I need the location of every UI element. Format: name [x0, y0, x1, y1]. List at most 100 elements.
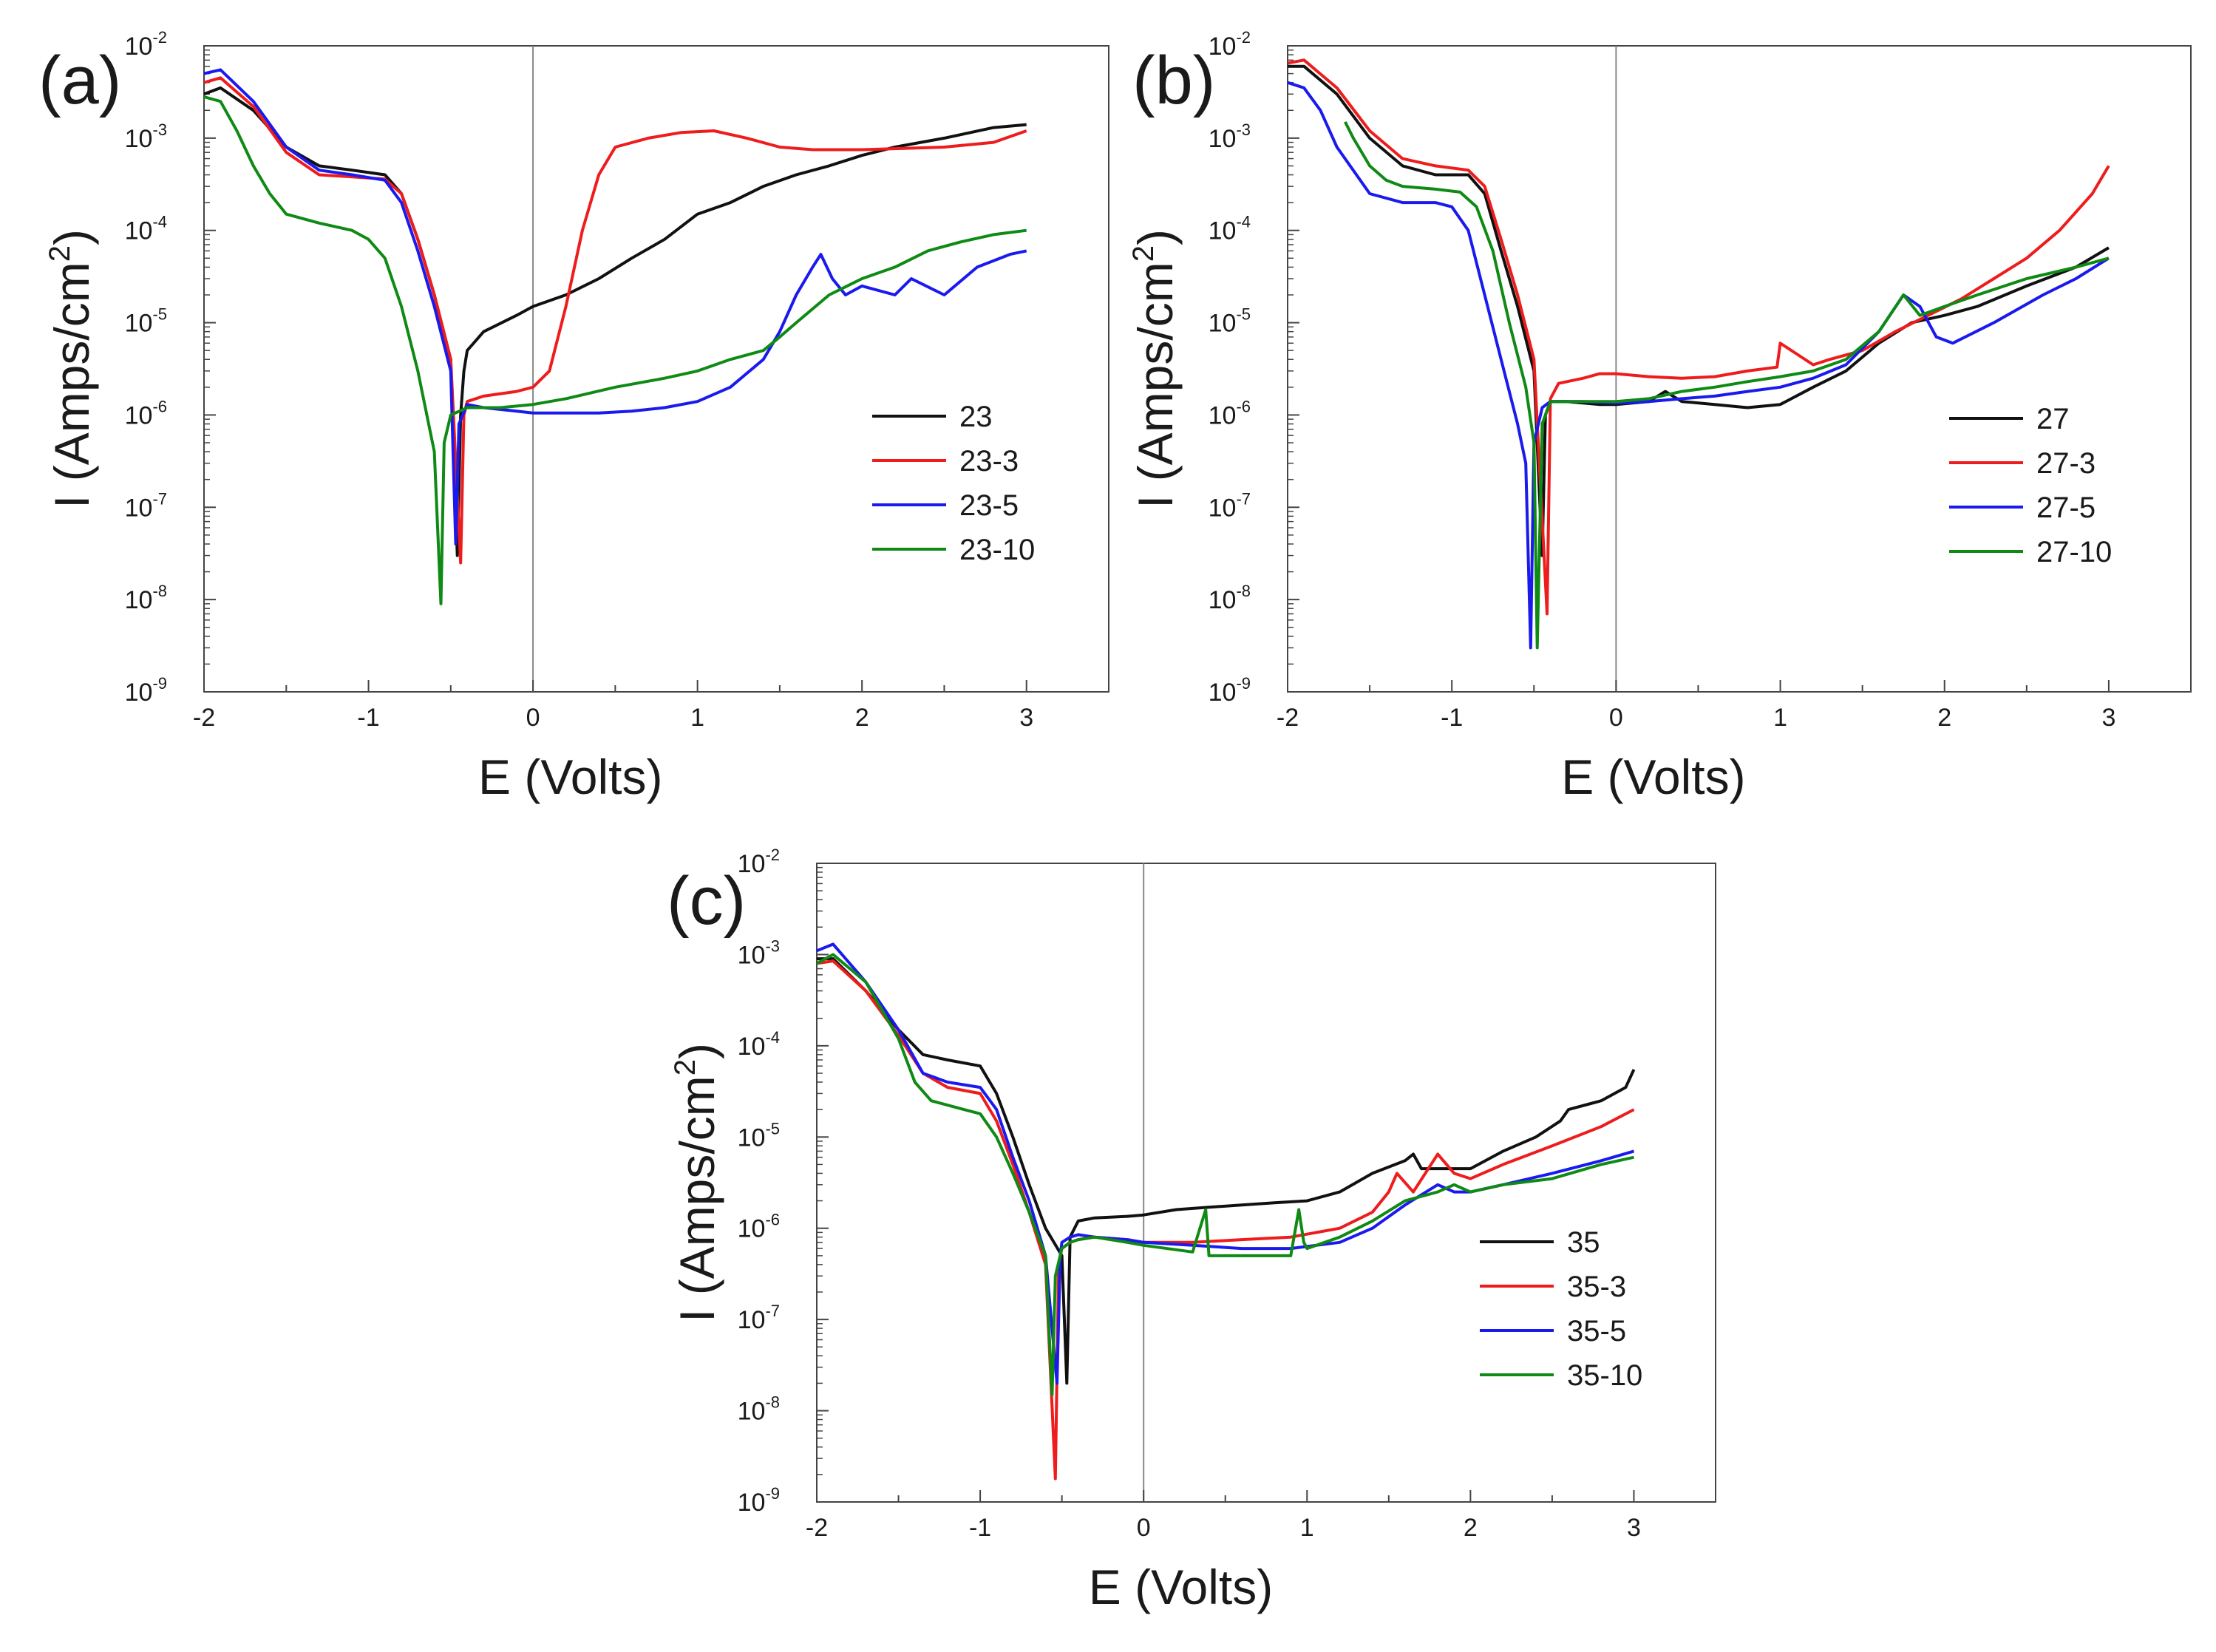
y-tick-base: 10	[738, 1398, 766, 1426]
y-axis-label: I (Amps/cm2)	[669, 1043, 724, 1322]
y-tick-exponent: -3	[1236, 120, 1251, 139]
y-tick-label: 10-2	[738, 846, 780, 878]
y-tick-exponent: -7	[1236, 489, 1251, 508]
y-tick-label: 10-8	[738, 1393, 780, 1426]
y-tick-base: 10	[738, 1306, 766, 1334]
y-tick-base: 10	[1209, 679, 1237, 707]
y-tick-base: 10	[738, 1489, 766, 1517]
y-tick-label: 10-3	[125, 120, 167, 153]
series-line-35-5	[816, 942, 1635, 1385]
y-tick-base: 10	[125, 217, 153, 245]
y-tick-label: 10-4	[738, 1028, 780, 1061]
y-tick-base: 10	[738, 941, 766, 969]
y-tick-label: 10-9	[125, 674, 167, 707]
y-tick-exponent: -2	[1236, 28, 1251, 47]
y-tick-base: 10	[1209, 494, 1237, 522]
y-tick-label: 10-5	[125, 305, 167, 338]
y-tick-label: 10-5	[1209, 305, 1251, 338]
series-line-35-10	[816, 953, 1634, 1396]
y-tick-exponent: -9	[1236, 674, 1251, 693]
y-tick-label: 10-4	[1209, 213, 1251, 245]
x-tick-label: 1	[1300, 1514, 1314, 1542]
y-tick-exponent: -3	[152, 120, 167, 139]
y-tick-base: 10	[1209, 586, 1237, 614]
y-tick-base: 10	[738, 850, 766, 878]
y-tick-exponent: -5	[152, 305, 167, 324]
y-axis-label-base: I (Amps/cm	[670, 1075, 724, 1322]
legend-label: 27-3	[2036, 447, 2096, 480]
x-tick-label: -1	[357, 704, 379, 732]
y-axis-label: I (Amps/cm2)	[44, 229, 99, 509]
x-axis-label: E (Volts)	[478, 749, 662, 804]
y-tick-exponent: -6	[1236, 397, 1251, 415]
y-tick-exponent: -4	[152, 213, 167, 231]
x-tick-label: -2	[193, 704, 215, 732]
y-tick-exponent: -5	[765, 1119, 780, 1138]
y-tick-exponent: -2	[765, 846, 780, 864]
y-tick-base: 10	[125, 33, 153, 61]
y-tick-exponent: -6	[152, 397, 167, 415]
plot-frame	[816, 863, 1716, 1503]
series-line-23-5	[203, 68, 1027, 545]
x-tick-label: 1	[1773, 704, 1787, 732]
y-axis-label-end: )	[670, 1043, 724, 1059]
y-tick-base: 10	[738, 1124, 766, 1152]
panel-a: -2 -1 0 1 2 310-910-810-710-610-510-410-310-2…	[38, 28, 1109, 804]
y-tick-exponent: -2	[152, 28, 167, 47]
y-tick-base: 10	[125, 679, 153, 707]
x-tick-label: 2	[1464, 1514, 1478, 1542]
y-tick-label: 10-3	[738, 937, 780, 969]
panel-label: (c)	[667, 863, 746, 939]
y-tick-exponent: -5	[1236, 305, 1251, 324]
series-line-35	[817, 957, 1636, 1385]
legend-label: 35	[1567, 1226, 1600, 1259]
series-line-27-10	[1344, 120, 2110, 650]
panel-c: -2 -1 0 1 2 310-910-810-710-610-510-410-310-2…	[667, 846, 1716, 1614]
legend-label: 35-3	[1567, 1271, 1626, 1303]
y-tick-base: 10	[738, 1033, 766, 1061]
y-tick-label: 10-3	[1209, 120, 1251, 153]
y-axis-label-exponent: 2	[44, 245, 76, 262]
y-tick-label: 10-9	[738, 1484, 780, 1517]
x-tick-label: 0	[1609, 704, 1623, 732]
y-tick-exponent: -7	[152, 489, 167, 508]
legend-label: 27-5	[2036, 492, 2096, 524]
y-tick-base: 10	[125, 586, 153, 614]
y-tick-label: 10-7	[1209, 489, 1251, 522]
plot-frame	[203, 45, 1109, 693]
panel-label: (b)	[1132, 43, 1215, 118]
y-axis-label: I (Amps/cm2)	[1127, 229, 1183, 509]
y-tick-base: 10	[1209, 33, 1237, 61]
y-tick-exponent: -8	[1236, 582, 1251, 600]
y-tick-base: 10	[125, 125, 153, 153]
x-tick-label: 0	[526, 704, 540, 732]
x-tick-label: 3	[1019, 704, 1033, 732]
legend-label: 35-10	[1567, 1359, 1642, 1392]
series-line-23-10	[203, 95, 1027, 605]
y-tick-exponent: -7	[765, 1302, 780, 1320]
y-tick-exponent: -6	[765, 1211, 780, 1229]
y-axis-label-base: I (Amps/cm	[1128, 262, 1183, 509]
series-line-23-3	[203, 76, 1027, 565]
y-tick-label: 10-6	[738, 1211, 780, 1243]
legend-label: 35-5	[1567, 1315, 1626, 1347]
legend-label: 23-5	[959, 489, 1019, 522]
y-tick-label: 10-7	[125, 489, 167, 522]
y-tick-label: 10-8	[125, 582, 167, 614]
y-tick-label: 10-6	[1209, 397, 1251, 429]
y-tick-base: 10	[125, 401, 153, 429]
legend-label: 27-10	[2036, 536, 2112, 568]
x-tick-label: -1	[1441, 704, 1463, 732]
y-tick-base: 10	[125, 494, 153, 522]
y-tick-exponent: -4	[765, 1028, 780, 1047]
plot-frame	[1287, 45, 2192, 693]
y-tick-exponent: -9	[765, 1484, 780, 1503]
legend-label: 27	[2036, 403, 2070, 435]
x-tick-label: 2	[855, 704, 869, 732]
y-tick-label: 10-8	[1209, 582, 1251, 614]
y-tick-label: 10-9	[1209, 674, 1251, 707]
x-tick-label: -2	[1277, 704, 1299, 732]
y-axis-label-end: )	[1128, 229, 1183, 245]
y-tick-base: 10	[1209, 125, 1237, 153]
